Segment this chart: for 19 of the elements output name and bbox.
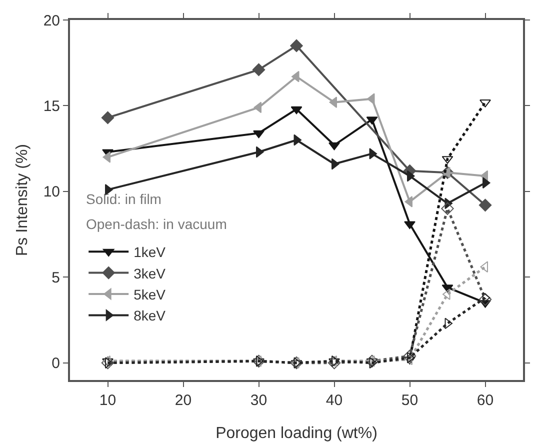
legend-label: 5keV	[134, 286, 166, 302]
y-tick-label: 15	[43, 98, 60, 115]
x-tick-label: 30	[250, 392, 268, 409]
legend-label: 3keV	[134, 265, 166, 282]
legend-label: 8keV	[134, 308, 166, 324]
y-axis-title: Ps Intensity (%)	[14, 144, 31, 256]
annotation: Open-dash: in vacuum	[86, 216, 227, 232]
legend-label: 1keV	[134, 244, 166, 260]
y-tick-label: 20	[43, 12, 60, 30]
y-tick-label: 0	[52, 355, 60, 372]
x-tick-label: 20	[174, 392, 192, 409]
y-tick-label: 5	[52, 269, 60, 286]
x-tick-label: 10	[99, 392, 116, 409]
x-axis-title: Porogen loading (wt%)	[216, 425, 378, 442]
y-tick-label: 10	[43, 184, 60, 201]
x-tick-label: 50	[401, 392, 418, 409]
x-tick-label: 60	[476, 392, 494, 409]
x-tick-label: 40	[326, 392, 343, 409]
annotation: Solid: in film	[86, 191, 162, 207]
